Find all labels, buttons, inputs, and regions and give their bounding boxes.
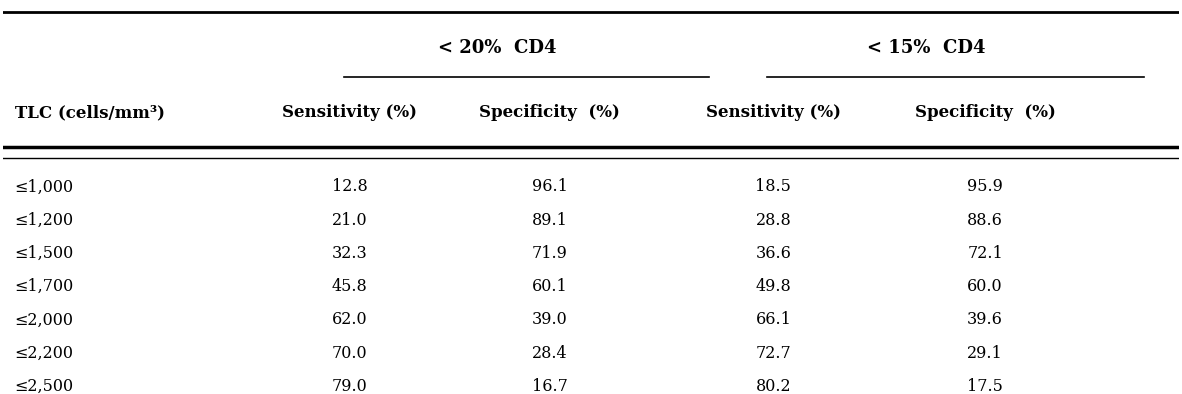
Text: 96.1: 96.1 xyxy=(532,178,567,195)
Text: 17.5: 17.5 xyxy=(967,378,1004,394)
Text: 16.7: 16.7 xyxy=(532,378,567,394)
Text: 66.1: 66.1 xyxy=(755,311,791,328)
Text: TLC (cells/mm³): TLC (cells/mm³) xyxy=(14,104,164,121)
Text: 70.0: 70.0 xyxy=(332,345,368,362)
Text: 29.1: 29.1 xyxy=(967,345,1004,362)
Text: 60.0: 60.0 xyxy=(967,278,1002,295)
Text: Sensitivity (%): Sensitivity (%) xyxy=(706,104,840,121)
Text: 28.4: 28.4 xyxy=(532,345,567,362)
Text: ≤2,200: ≤2,200 xyxy=(14,345,73,362)
Text: ≤1,000: ≤1,000 xyxy=(14,178,73,195)
Text: 12.8: 12.8 xyxy=(332,178,368,195)
Text: Sensitivity (%): Sensitivity (%) xyxy=(282,104,417,121)
Text: 39.6: 39.6 xyxy=(967,311,1004,328)
Text: 28.8: 28.8 xyxy=(755,212,791,229)
Text: 95.9: 95.9 xyxy=(967,178,1004,195)
Text: 80.2: 80.2 xyxy=(755,378,791,394)
Text: ≤1,200: ≤1,200 xyxy=(14,212,73,229)
Text: 79.0: 79.0 xyxy=(332,378,368,394)
Text: 60.1: 60.1 xyxy=(532,278,567,295)
Text: 18.5: 18.5 xyxy=(755,178,791,195)
Text: 71.9: 71.9 xyxy=(532,245,567,262)
Text: ≤1,500: ≤1,500 xyxy=(14,245,73,262)
Text: 39.0: 39.0 xyxy=(532,311,567,328)
Text: 72.7: 72.7 xyxy=(755,345,791,362)
Text: ≤1,700: ≤1,700 xyxy=(14,278,73,295)
Text: ≤2,000: ≤2,000 xyxy=(14,311,73,328)
Text: Specificity  (%): Specificity (%) xyxy=(915,104,1056,121)
Text: 89.1: 89.1 xyxy=(532,212,567,229)
Text: 62.0: 62.0 xyxy=(332,311,368,328)
Text: 88.6: 88.6 xyxy=(967,212,1004,229)
Text: 72.1: 72.1 xyxy=(967,245,1004,262)
Text: < 20%  CD4: < 20% CD4 xyxy=(437,39,557,57)
Text: < 15%  CD4: < 15% CD4 xyxy=(868,39,986,57)
Text: 21.0: 21.0 xyxy=(332,212,368,229)
Text: 49.8: 49.8 xyxy=(755,278,791,295)
Text: Specificity  (%): Specificity (%) xyxy=(480,104,621,121)
Text: 45.8: 45.8 xyxy=(332,278,368,295)
Text: 32.3: 32.3 xyxy=(332,245,368,262)
Text: 36.6: 36.6 xyxy=(755,245,791,262)
Text: ≤2,500: ≤2,500 xyxy=(14,378,73,394)
